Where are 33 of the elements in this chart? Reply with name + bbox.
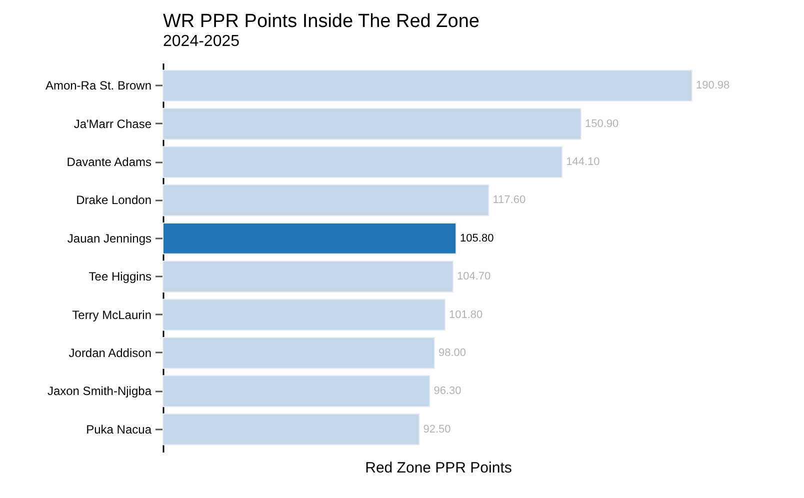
bar	[162, 298, 446, 331]
bar	[162, 222, 457, 254]
data-label: 104.70	[457, 270, 491, 283]
y-tick-label: Jauan Jennings	[67, 231, 152, 246]
bar	[162, 184, 490, 216]
y-tick-label: Tee Higgins	[88, 270, 152, 284]
bar	[162, 260, 454, 293]
data-label: 150.90	[584, 118, 619, 130]
data-label: 92.50	[423, 423, 451, 436]
chart-subtitle: 2024-2025	[163, 33, 240, 50]
chart-title: WR PPR Points Inside The Red Zone	[163, 11, 480, 32]
bar	[162, 70, 692, 102]
y-tick-label: Amon-Ra St. Brown	[45, 78, 152, 93]
data-label: 96.30	[434, 385, 462, 398]
y-tick-label: Jaxon Smith-Njigba	[47, 384, 152, 398]
data-label: 117.60	[492, 194, 526, 206]
y-tick-label: Puka Nacua	[86, 422, 152, 436]
bar	[162, 146, 563, 178]
data-label: 101.80	[448, 308, 483, 321]
bar	[162, 375, 430, 408]
data-label: 98.00	[438, 346, 466, 359]
data-label: 144.10	[566, 156, 600, 168]
y-tick-label: Ja'Marr Chase	[74, 116, 152, 131]
y-tick-label: Davante Adams	[66, 155, 152, 170]
x-axis-title: Red Zone PPR Points	[365, 460, 512, 476]
bar	[162, 413, 420, 446]
data-label: 190.98	[696, 80, 730, 92]
y-tick-label: Terry McLaurin	[72, 308, 152, 322]
bar	[162, 108, 582, 140]
y-tick-label: Drake London	[76, 193, 152, 208]
bar	[162, 336, 435, 369]
data-label: 105.80	[460, 232, 494, 244]
y-tick-label: Jordan Addison	[68, 346, 152, 360]
